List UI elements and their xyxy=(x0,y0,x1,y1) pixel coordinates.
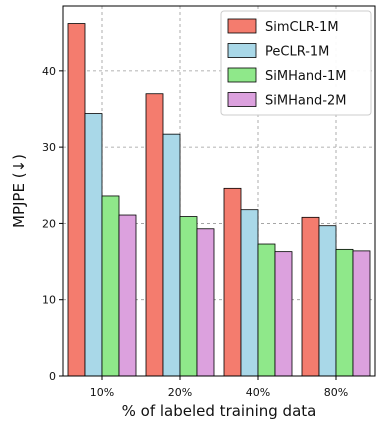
y-tick-label: 20 xyxy=(42,217,56,230)
bar-peclr-1m-20pct xyxy=(162,133,181,377)
bar-simhand-2m-20pct xyxy=(196,228,215,377)
x-tick-label: 20% xyxy=(168,386,192,399)
x-tick-label: 10% xyxy=(90,386,114,399)
plot-frame xyxy=(62,5,376,377)
bar-simclr-1m-20pct xyxy=(145,93,164,377)
legend-swatch xyxy=(227,43,257,58)
x-axis-ticks: 10% 20% 40% 80% xyxy=(90,376,348,399)
x-axis-label: % of labeled training data xyxy=(122,402,317,420)
bar-simhand-1m-10pct xyxy=(101,195,120,377)
bar-simhand-1m-20pct xyxy=(179,216,198,377)
x-tick-label: 80% xyxy=(324,386,348,399)
y-tick-label: 30 xyxy=(42,141,56,154)
legend-label: SiMHand-2M xyxy=(265,94,347,109)
legend-swatch xyxy=(227,92,257,107)
bar-simclr-1m-80pct xyxy=(301,216,320,377)
legend-swatch xyxy=(227,67,257,83)
bar-simclr-1m-10pct xyxy=(67,23,86,377)
bar-simclr-1m-40pct xyxy=(223,187,242,377)
x-tick-label: 40% xyxy=(246,386,270,399)
bar-peclr-1m-10pct xyxy=(84,113,103,377)
y-axis-label: MPJPE (↓) xyxy=(10,154,28,228)
bar-simhand-1m-40pct xyxy=(257,243,276,377)
bar-simhand-2m-40pct xyxy=(274,251,293,377)
bar-peclr-1m-40pct xyxy=(240,209,259,377)
y-tick-label: 40 xyxy=(42,65,56,78)
y-tick-label: 0 xyxy=(49,370,56,383)
y-axis-ticks: 0 10 20 30 40 xyxy=(42,65,63,383)
bar-peclr-1m-80pct xyxy=(318,225,337,377)
bar-simhand-2m-80pct xyxy=(352,250,371,377)
bar-simhand-2m-10pct xyxy=(118,214,137,377)
y-tick-label: 10 xyxy=(42,294,56,307)
legend-swatch xyxy=(227,18,257,34)
legend-label: SiMHand-1M xyxy=(265,69,347,84)
legend-label: PeCLR-1M xyxy=(265,45,329,60)
legend: SimCLR-1M PeCLR-1M SiMHand-1M SiMHand-2M xyxy=(220,10,372,116)
bars xyxy=(67,23,371,377)
legend-label: SimCLR-1M xyxy=(265,20,339,35)
legend-box xyxy=(220,10,372,116)
bar-simhand-1m-80pct xyxy=(335,248,354,377)
